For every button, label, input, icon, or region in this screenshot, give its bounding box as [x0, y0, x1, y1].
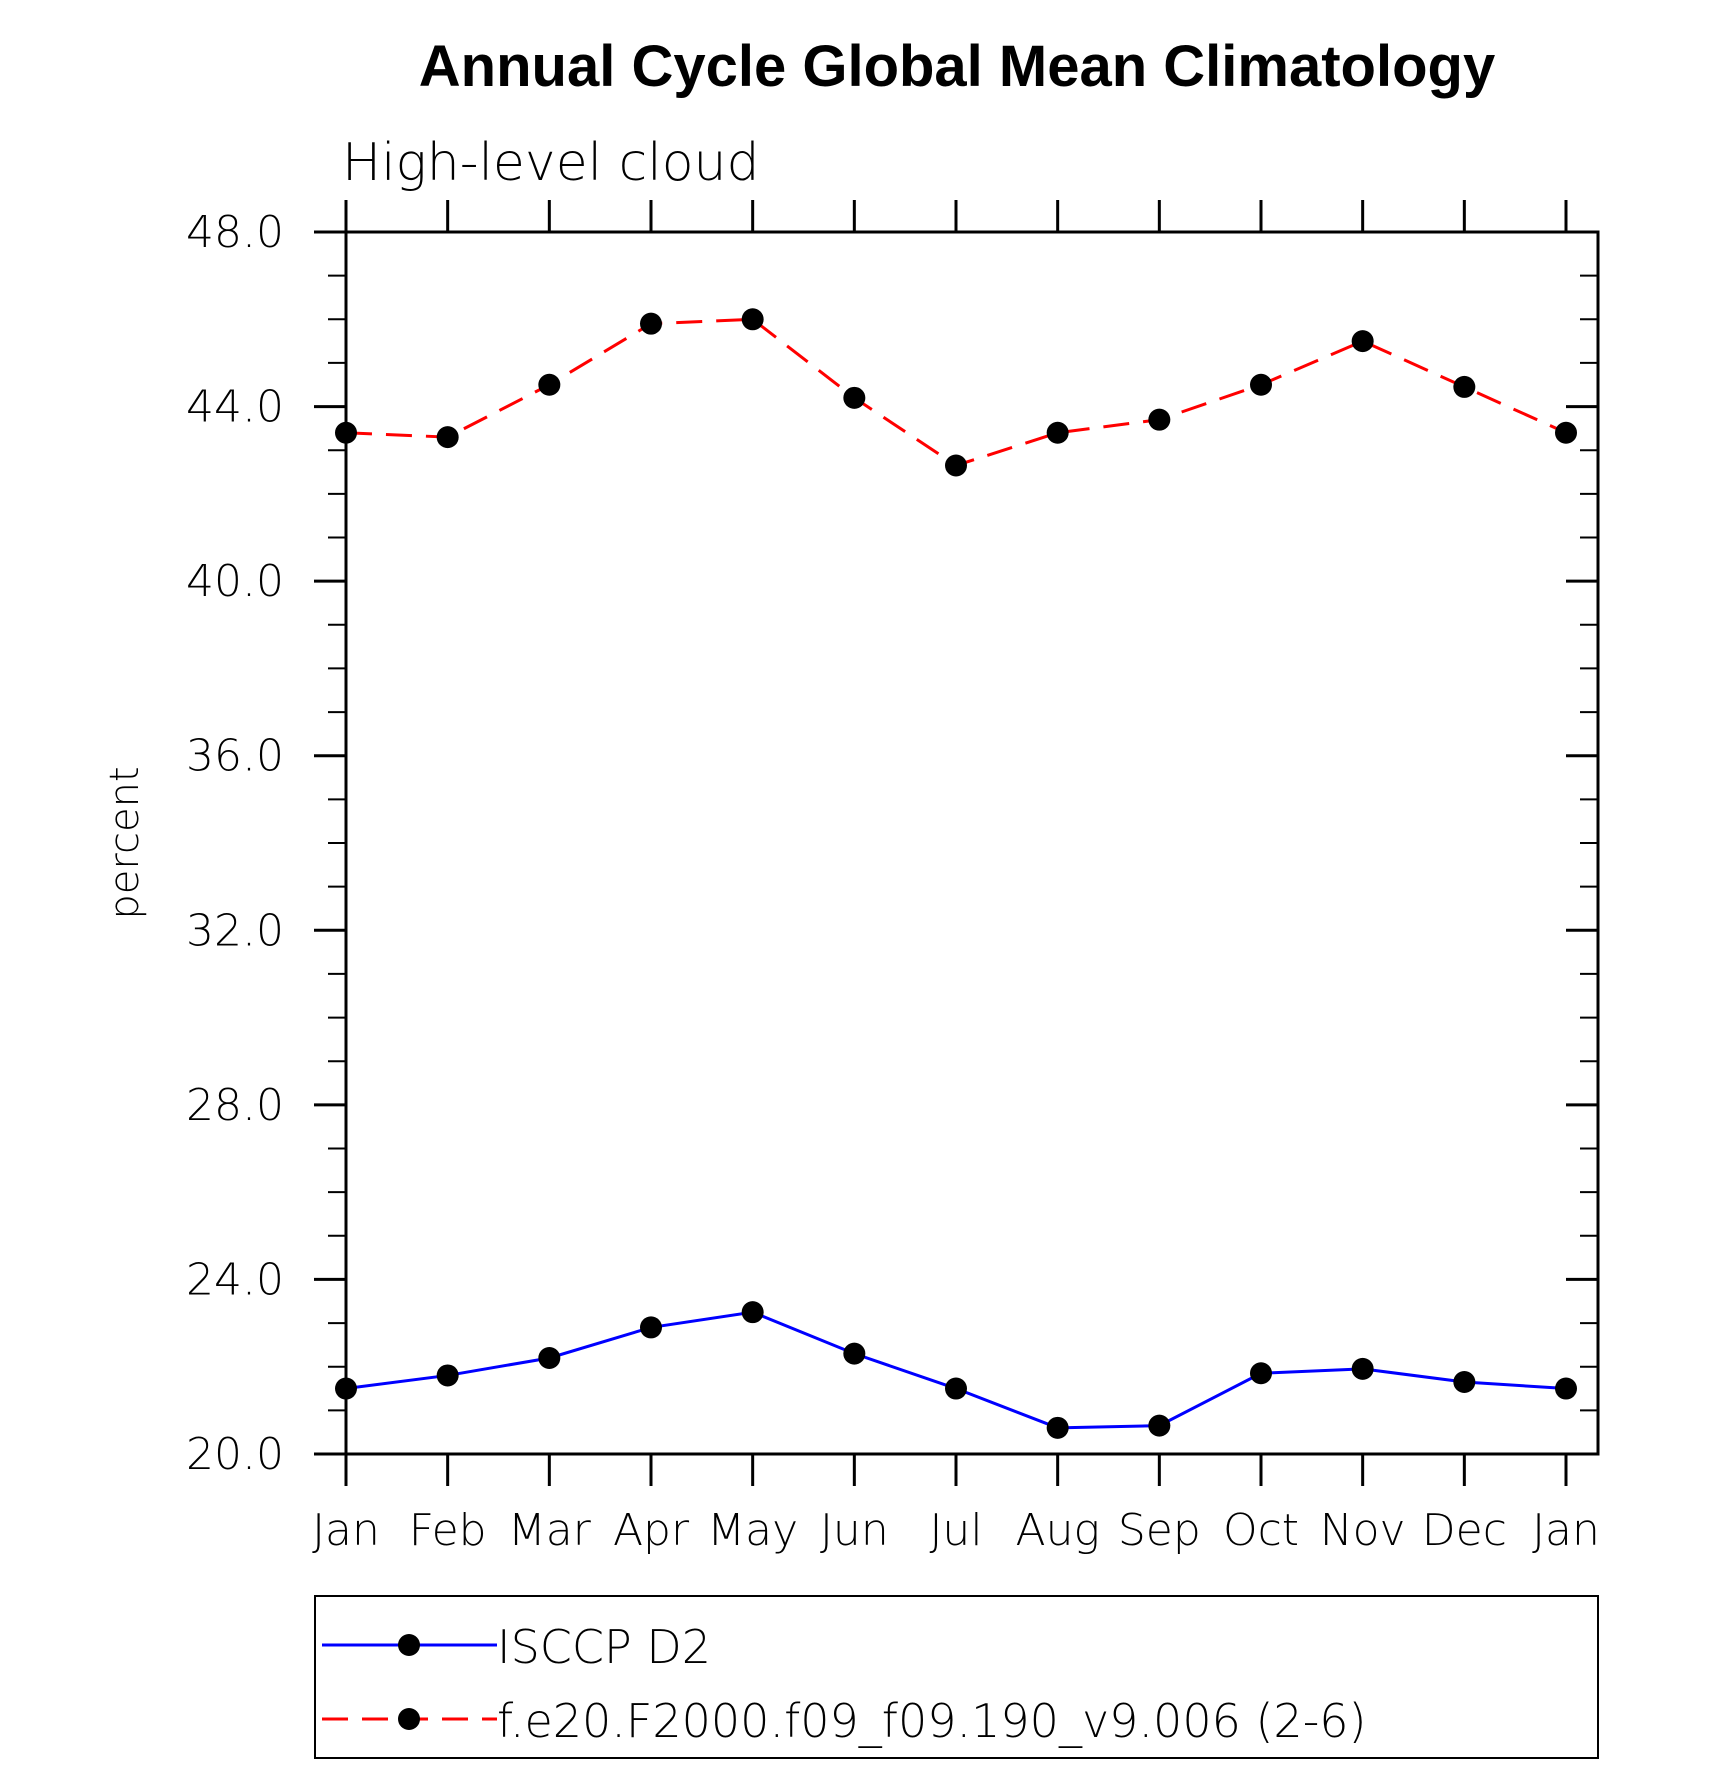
data-point — [335, 1377, 357, 1400]
y-tick-label: 40.0 — [186, 556, 284, 607]
data-point — [843, 1342, 866, 1365]
legend-entry: ISCCP D2 — [497, 1620, 711, 1674]
x-tick-label: Dec — [1422, 1505, 1507, 1556]
y-axis: 20.0 24.0 28.0 32.0 36.0 40.0 44.0 48.0 — [186, 207, 1598, 1480]
data-point — [436, 1364, 459, 1387]
data-point — [1250, 373, 1272, 396]
data-point — [1555, 1377, 1577, 1400]
x-axis: Jan Feb Mar Apr May Jun Jul Aug Sep Oct Nov Dec Jan — [312, 200, 1600, 1556]
y-tick-label: 32.0 — [186, 905, 284, 956]
x-tick-label: Nov — [1320, 1505, 1406, 1556]
y-tick-label: 20.0 — [186, 1429, 284, 1480]
data-point — [1351, 330, 1374, 353]
x-tick-label: Oct — [1223, 1505, 1299, 1556]
x-tick-label: Jun — [820, 1505, 889, 1556]
y-tick-label: 48.0 — [186, 207, 284, 258]
data-point — [640, 312, 662, 335]
x-tick-label: May — [707, 1505, 798, 1556]
data-point — [945, 1377, 967, 1400]
plot-frame — [344, 230, 1600, 1456]
data-point — [1555, 421, 1577, 444]
x-tick-label: Mar — [508, 1505, 592, 1556]
plot-border — [344, 230, 1600, 1456]
data-point — [1351, 1357, 1374, 1380]
data-point — [741, 308, 764, 331]
data-point — [640, 1316, 662, 1339]
data-point — [1453, 1370, 1476, 1393]
x-tick-label: Aug — [1015, 1505, 1099, 1556]
chart-subtitle: High-level cloud — [342, 133, 759, 193]
y-tick-label: 44.0 — [186, 382, 284, 433]
data-point — [945, 454, 967, 477]
data-point — [335, 421, 357, 444]
data-point — [538, 373, 561, 396]
y-tick-label: 24.0 — [186, 1254, 284, 1305]
chart-title: Annual Cycle Global Mean Climatology — [419, 34, 1495, 99]
x-tick-label: Jan — [312, 1505, 380, 1556]
data-point — [843, 386, 866, 409]
series-line — [345, 1310, 1567, 1430]
legend: ISCCP D2 f.e20.F2000.f09_f09.190_v9.006 (… — [314, 1595, 1599, 1759]
data-point — [436, 426, 459, 449]
x-tick-label: Sep — [1118, 1505, 1201, 1556]
x-tick-label: Apr — [613, 1505, 690, 1556]
data-point — [1250, 1362, 1272, 1385]
data-point — [1148, 1414, 1171, 1437]
data-point — [1453, 375, 1476, 398]
data-point — [1046, 421, 1069, 444]
series-layer — [335, 308, 1577, 1439]
legend-box — [314, 1595, 1599, 1759]
y-tick-label: 28.0 — [186, 1080, 284, 1131]
legend-swatch-marker — [398, 1634, 420, 1656]
legend-swatch-marker — [398, 1708, 420, 1730]
data-point — [741, 1301, 764, 1324]
x-tick-label: Jul — [929, 1505, 982, 1556]
y-tick-label: 36.0 — [186, 731, 284, 782]
series-line — [345, 317, 1567, 468]
x-tick-label: Jan — [1532, 1505, 1600, 1556]
x-tick-label: Feb — [409, 1505, 487, 1556]
data-point — [538, 1346, 561, 1369]
y-axis-label: percent — [102, 766, 148, 919]
data-point — [1148, 408, 1171, 431]
data-point — [1046, 1416, 1069, 1439]
legend-entry: f.e20.F2000.f09_f09.190_v9.006 (2-6) — [497, 1694, 1367, 1748]
